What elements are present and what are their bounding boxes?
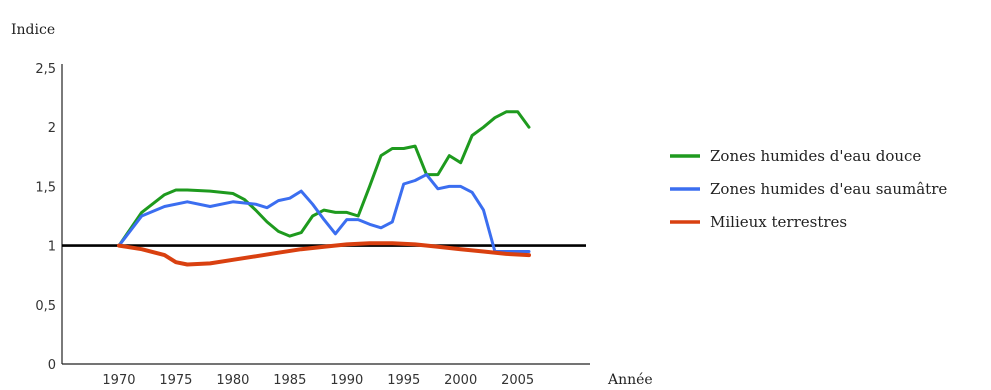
legend-label-1: Zones humides d'eau saumâtre	[710, 180, 947, 198]
series-lines	[117, 110, 531, 267]
series-line-0	[117, 110, 531, 248]
series-line-1	[117, 173, 531, 253]
legend-label-2: Milieux terrestres	[710, 213, 847, 231]
y-tick-label: 2,5	[35, 62, 56, 77]
legend: Zones humides d'eau douce Zones humides d…	[670, 147, 947, 231]
y-axis-title: Indice	[11, 22, 55, 38]
x-tick-label: 1990	[330, 373, 363, 388]
legend-label-0: Zones humides d'eau douce	[710, 147, 921, 165]
x-tick-label: 2005	[501, 373, 534, 388]
y-tick-label: 2	[48, 121, 56, 136]
y-tick-label: 1	[48, 240, 56, 255]
tick-labels: 0 0,5 1 1,5 2 2,5 1970 1975 1980 1985 1990 1995 2000…	[35, 62, 534, 388]
series-line-2	[117, 241, 531, 267]
x-tick-label: 1975	[159, 373, 192, 388]
x-tick-label: 1985	[273, 373, 306, 388]
x-tick-label: 1995	[387, 373, 420, 388]
y-tick-label: 0,5	[35, 299, 56, 314]
y-tick-label: 0	[48, 358, 56, 373]
x-tick-label: 1970	[102, 373, 135, 388]
y-tick-label: 1,5	[35, 180, 56, 195]
x-axis-title: Année	[607, 372, 653, 388]
x-tick-label: 1980	[216, 373, 249, 388]
x-tick-label: 2000	[444, 373, 477, 388]
